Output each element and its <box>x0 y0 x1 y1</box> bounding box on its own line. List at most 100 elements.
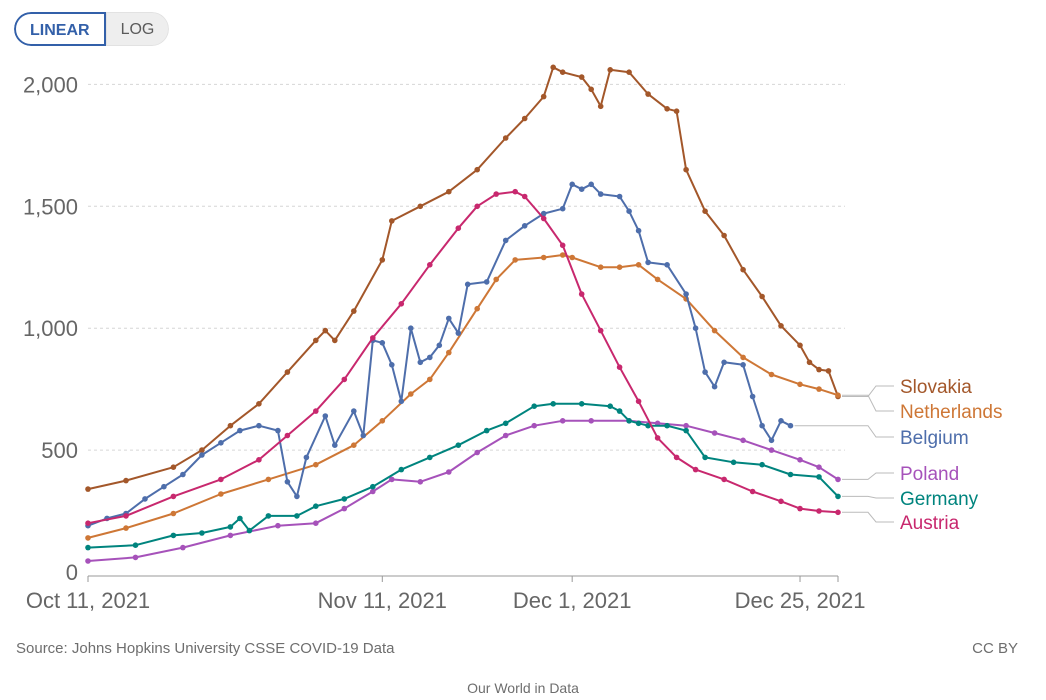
data-point-netherlands <box>569 254 575 261</box>
data-point-belgium <box>322 413 329 419</box>
data-point-netherlands <box>768 371 775 378</box>
license-link[interactable]: CC BY <box>972 640 1018 657</box>
data-point-poland <box>275 522 281 529</box>
data-point-germany <box>816 474 822 480</box>
data-point-germany <box>237 515 243 522</box>
data-point-belgium <box>569 181 575 188</box>
data-point-germany <box>227 524 234 530</box>
data-point-belgium <box>389 362 395 368</box>
data-point-slovakia <box>502 135 509 141</box>
data-point-belgium <box>626 208 632 214</box>
data-point-netherlands <box>170 510 177 517</box>
series-label-germany: Germany <box>900 489 979 510</box>
data-point-slovakia <box>626 69 632 75</box>
data-point-germany <box>398 466 405 473</box>
data-point-poland <box>683 422 689 429</box>
data-point-belgium <box>645 259 651 266</box>
data-point-slovakia <box>578 74 585 80</box>
data-point-slovakia <box>199 447 205 453</box>
label-connector-slovakia <box>842 385 894 397</box>
data-point-slovakia <box>540 93 547 100</box>
data-point-germany <box>313 503 319 510</box>
data-point-netherlands <box>835 392 841 399</box>
data-point-netherlands <box>616 264 623 271</box>
data-point-belgium <box>521 223 528 229</box>
data-point-slovakia <box>806 359 813 366</box>
data-point-belgium <box>578 186 585 192</box>
data-point-netherlands <box>493 276 500 283</box>
data-point-austria <box>749 488 756 495</box>
data-point-belgium <box>588 181 594 188</box>
log-scale-button[interactable]: LOG <box>105 12 170 46</box>
data-point-austria <box>559 242 566 249</box>
data-point-netherlands <box>351 442 357 449</box>
data-point-slovakia <box>797 342 803 349</box>
data-point-belgium <box>275 427 281 434</box>
data-point-germany <box>702 454 708 461</box>
data-point-austria <box>673 454 680 461</box>
data-point-slovakia <box>389 218 395 224</box>
data-point-germany <box>370 483 376 490</box>
data-point-netherlands <box>85 535 91 541</box>
data-point-belgium <box>379 340 386 346</box>
data-point-germany <box>683 427 689 434</box>
data-point-poland <box>797 457 803 463</box>
data-point-germany <box>170 532 177 539</box>
data-point-belgium <box>332 442 338 449</box>
data-point-belgium <box>436 342 443 349</box>
data-point-belgium <box>351 408 357 414</box>
data-point-germany <box>635 420 642 427</box>
data-point-austria <box>218 476 224 483</box>
data-point-slovakia <box>759 293 765 300</box>
y-tick-label: 500 <box>41 438 78 463</box>
data-point-slovakia <box>683 166 689 173</box>
data-point-belgium <box>427 354 433 361</box>
data-point-slovakia <box>284 369 291 375</box>
data-point-belgium <box>237 427 243 434</box>
linear-scale-button[interactable]: LINEAR <box>14 12 106 46</box>
data-point-germany <box>85 544 91 551</box>
data-point-slovakia <box>825 368 832 374</box>
data-point-poland <box>835 476 841 483</box>
source-note[interactable]: Source: Johns Hopkins University CSSE CO… <box>16 640 395 657</box>
series-label-netherlands: Netherlands <box>900 402 1002 423</box>
data-point-austria <box>721 476 727 483</box>
data-point-poland <box>768 447 775 453</box>
data-point-austria <box>654 435 661 441</box>
data-point-slovakia <box>559 69 566 75</box>
label-connector-poland <box>842 472 894 480</box>
y-tick-label: 1,000 <box>23 316 78 341</box>
y-tick-label: 2,000 <box>23 72 78 97</box>
data-point-poland <box>588 418 594 424</box>
data-point-slovakia <box>597 103 604 110</box>
data-point-slovakia <box>550 64 556 71</box>
data-point-austria <box>85 520 91 526</box>
data-point-poland <box>711 430 718 436</box>
data-point-austria <box>540 215 547 222</box>
data-point-netherlands <box>816 386 822 392</box>
data-point-belgium <box>787 422 794 429</box>
series-line-netherlands <box>87 254 839 539</box>
data-point-austria <box>170 493 177 500</box>
series-label-slovakia: Slovakia <box>900 377 972 398</box>
data-point-slovakia <box>816 366 822 373</box>
data-point-germany <box>341 496 348 502</box>
data-point-slovakia <box>740 266 746 273</box>
data-point-belgium <box>303 454 310 461</box>
data-point-slovakia <box>332 337 338 344</box>
data-point-netherlands <box>559 252 566 258</box>
y-tick-label: 1,500 <box>23 194 78 219</box>
data-point-austria <box>835 509 841 516</box>
data-point-belgium <box>740 362 746 368</box>
data-point-poland <box>816 464 822 471</box>
scale-toggle[interactable]: LINEAR LOG <box>14 12 170 46</box>
data-point-austria <box>778 498 784 505</box>
data-point-poland <box>502 432 509 439</box>
data-point-netherlands <box>427 376 433 383</box>
data-point-poland <box>531 422 537 429</box>
data-point-slovakia <box>417 203 424 210</box>
data-point-slovakia <box>227 422 234 429</box>
data-point-netherlands <box>474 305 481 312</box>
data-point-germany <box>835 493 841 500</box>
data-point-belgium <box>749 393 756 400</box>
